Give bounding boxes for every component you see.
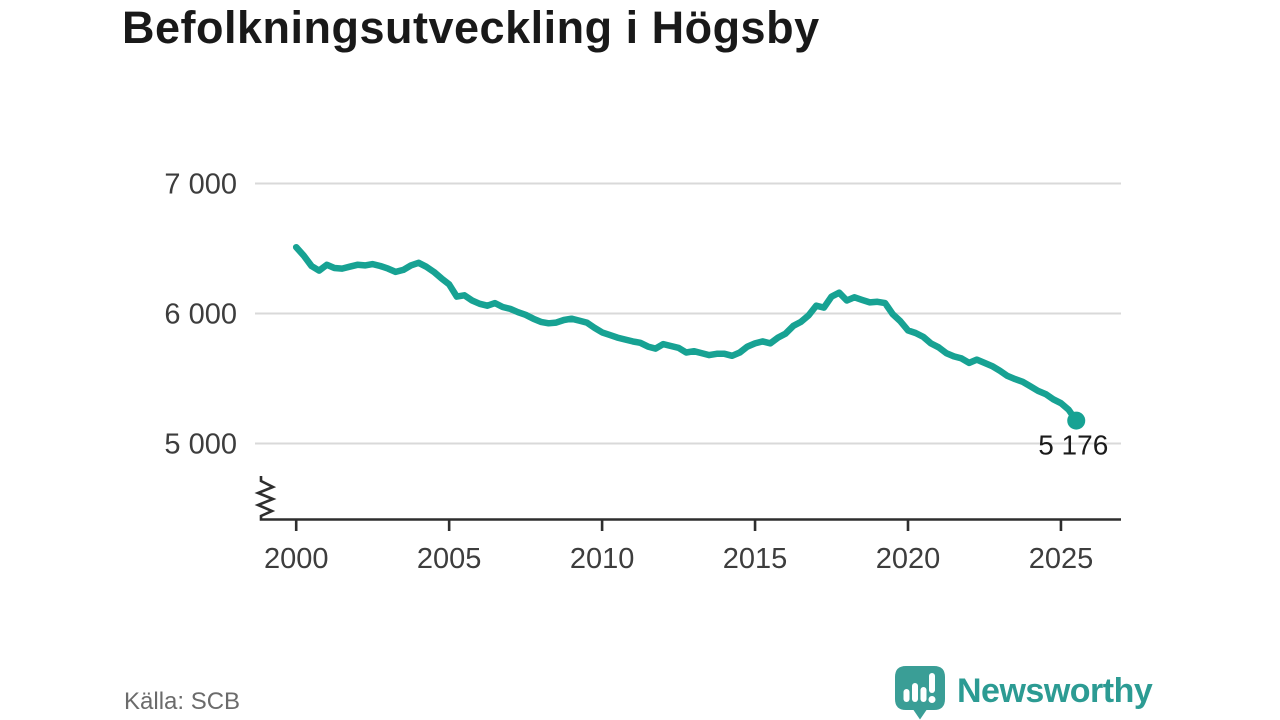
x-axis-tick-label: 2005	[417, 543, 482, 575]
y-axis-tick-label: 5 000	[164, 429, 237, 461]
newsworthy-logo-icon	[895, 666, 945, 720]
newsworthy-logo: Newsworthy	[895, 664, 1215, 720]
x-axis-tick-label: 2025	[1029, 543, 1094, 575]
population-line	[292, 243, 1080, 424]
x-axis-with-break-icon	[254, 476, 1121, 521]
end-point-marker	[1067, 411, 1086, 430]
y-axis-tick-label: 7 000	[164, 169, 237, 201]
source-note: Källa: SCB	[124, 688, 241, 715]
x-axis-tick-label: 2020	[876, 543, 941, 575]
end-point-value-label: 5 176	[1038, 430, 1108, 461]
x-axis-tick-label: 2000	[264, 543, 329, 575]
y-axis-tick-label: 6 000	[164, 299, 237, 331]
x-axis-tick-label: 2010	[570, 543, 635, 575]
newsworthy-wordmark: Newsworthy	[957, 672, 1153, 710]
chart-title: Befolkningsutveckling i Högsby	[122, 2, 820, 53]
x-axis-tick-label: 2015	[723, 543, 788, 575]
